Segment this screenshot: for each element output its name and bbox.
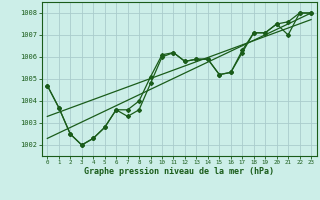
- X-axis label: Graphe pression niveau de la mer (hPa): Graphe pression niveau de la mer (hPa): [84, 167, 274, 176]
